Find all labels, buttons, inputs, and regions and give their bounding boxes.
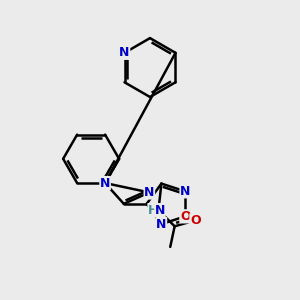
Text: N: N <box>155 204 165 217</box>
Text: H: H <box>148 204 158 217</box>
Text: N: N <box>144 186 154 199</box>
Text: N: N <box>180 185 190 198</box>
Text: O: O <box>190 214 201 227</box>
Text: N: N <box>100 177 110 190</box>
Text: N: N <box>119 46 130 59</box>
Text: O: O <box>180 210 190 223</box>
Text: N: N <box>156 218 167 231</box>
